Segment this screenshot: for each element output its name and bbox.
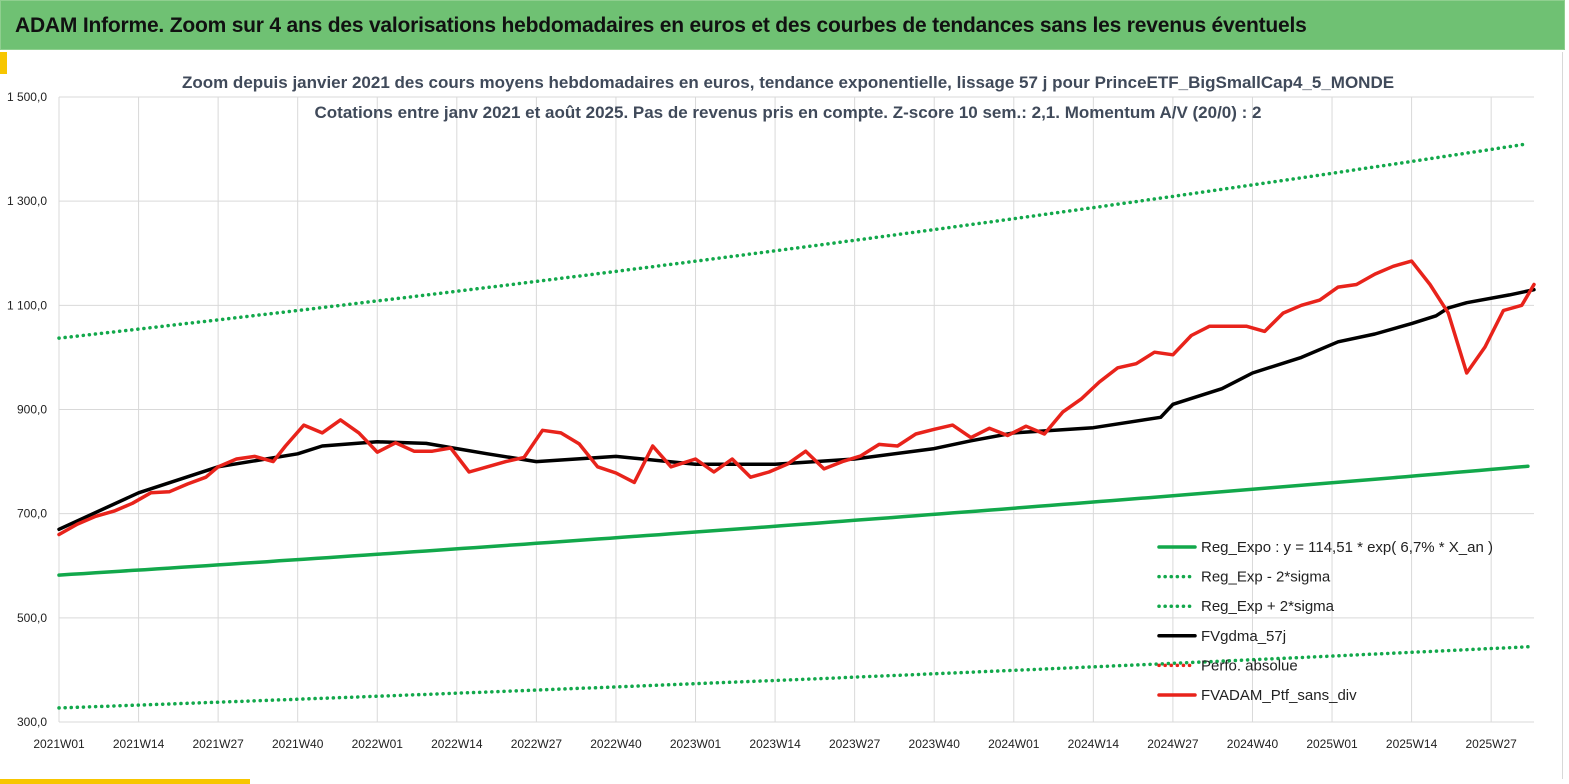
x-tick-label: 2022W14 <box>431 737 483 751</box>
x-tick-label: 2022W40 <box>590 737 642 751</box>
chart-subtitle: Cotations entre janv 2021 et août 2025. … <box>315 103 1262 122</box>
legend-label: Reg_Exp - 2*sigma <box>1201 569 1331 586</box>
y-tick-label: 700,0 <box>17 507 47 521</box>
accent-bar-bottom <box>0 779 250 784</box>
x-tick-label: 2025W27 <box>1465 737 1517 751</box>
x-tick-label: 2023W01 <box>670 737 722 751</box>
x-tick-label: 2024W14 <box>1068 737 1120 751</box>
chart-title: Zoom depuis janvier 2021 des cours moyen… <box>182 73 1394 92</box>
y-axis-ticks: 1 500,0 1 300,0 1 100,0 900,0 700,0 500,0 300,… <box>7 90 47 729</box>
report-banner: ADAM Informe. Zoom sur 4 ans des valoris… <box>0 0 1565 50</box>
legend-label: FVgdma_57j <box>1201 628 1286 645</box>
legend-label: FVADAM_Ptf_sans_div <box>1201 687 1357 704</box>
x-tick-label: 2023W40 <box>909 737 961 751</box>
x-tick-label: 2024W40 <box>1227 737 1279 751</box>
x-tick-label: 2021W14 <box>113 737 165 751</box>
x-tick-label: 2021W27 <box>192 737 244 751</box>
legend-label: Reg_Exp + 2*sigma <box>1201 598 1335 615</box>
y-tick-label: 1 500,0 <box>7 90 47 104</box>
x-tick-label: 2025W01 <box>1306 737 1358 751</box>
series-line <box>57 259 1536 537</box>
chart-grid <box>58 96 1534 723</box>
x-axis-ticks: 2021W01 2021W14 2021W27 2021W40 2022W01 2022W… <box>33 737 1517 751</box>
x-tick-label: 2023W14 <box>749 737 801 751</box>
series-line <box>57 645 1530 710</box>
legend-label: Reg_Expo : y = 114,51 * exp( 6,7% * X_an… <box>1201 539 1493 556</box>
y-tick-label: 1 300,0 <box>7 194 47 208</box>
series-line <box>57 287 1536 532</box>
frame-edge <box>1562 52 1563 779</box>
y-tick-label: 1 100,0 <box>7 298 47 312</box>
x-tick-label: 2021W40 <box>272 737 324 751</box>
series-line <box>57 142 1530 340</box>
report-title: ADAM Informe. Zoom sur 4 ans des valoris… <box>15 14 1307 37</box>
accent-bar-top <box>0 52 7 74</box>
y-tick-label: 500,0 <box>17 611 47 625</box>
chart-legend: Reg_Expo : y = 114,51 * exp( 6,7% * X_an… <box>1157 539 1493 704</box>
series-line <box>57 464 1530 577</box>
y-tick-label: 300,0 <box>17 715 47 729</box>
x-tick-label: 2023W27 <box>829 737 881 751</box>
x-tick-label: 2024W01 <box>988 737 1040 751</box>
series-lines <box>57 142 1536 710</box>
x-tick-label: 2024W27 <box>1147 737 1199 751</box>
x-tick-label: 2022W27 <box>511 737 563 751</box>
x-tick-label: 2025W14 <box>1386 737 1438 751</box>
x-tick-label: 2021W01 <box>33 737 85 751</box>
legend-label: Perfo. absolue <box>1201 657 1298 674</box>
x-tick-label: 2022W01 <box>352 737 404 751</box>
y-tick-label: 900,0 <box>17 403 47 417</box>
